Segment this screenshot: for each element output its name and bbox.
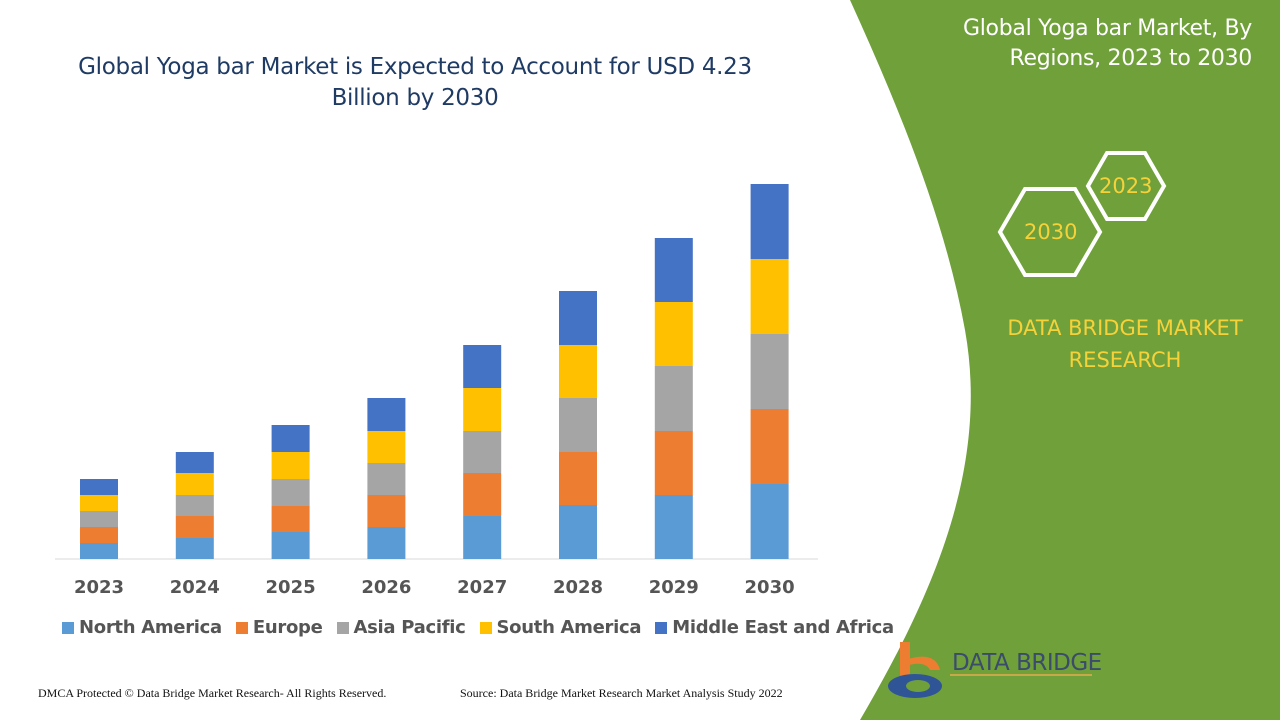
bar-segment-2029-europe xyxy=(654,431,693,495)
bar-segment-2030-south-america xyxy=(750,259,789,334)
bar-segment-2029-south-america xyxy=(654,302,693,366)
bar-segment-2023-asia-pacific xyxy=(80,511,118,527)
legend-item: Middle East and Africa xyxy=(655,617,894,638)
x-tick-2023: 2023 xyxy=(74,577,124,598)
bar-segment-2025-middle-east-and-africa xyxy=(271,425,310,452)
copyright-footer: DMCA Protected © Data Bridge Market Rese… xyxy=(38,686,387,700)
side-panel-title: Global Yoga bar Market, By Regions, 2023… xyxy=(963,16,1252,71)
bar-segment-2024-north-america xyxy=(175,538,214,559)
bar-segment-2027-europe xyxy=(463,473,502,516)
bar-segment-2030-north-america xyxy=(750,484,789,559)
legend-item: South America xyxy=(479,617,642,638)
x-tick-2028: 2028 xyxy=(553,577,603,598)
data-bridge-logo-icon xyxy=(888,642,1092,698)
logo-text: DATA BRIDGE xyxy=(952,650,1102,676)
bar-segment-2028-north-america xyxy=(559,505,597,559)
legend-label: Europe xyxy=(252,617,323,638)
hex-label-2030: 2030 xyxy=(1024,220,1078,244)
hex-label-2023: 2023 xyxy=(1099,174,1153,198)
bar-segment-2028-asia-pacific xyxy=(559,398,597,452)
x-tick-2026: 2026 xyxy=(361,577,411,598)
green-side-panel xyxy=(850,0,1280,720)
x-tick-2025: 2025 xyxy=(266,577,316,598)
x-tick-2024: 2024 xyxy=(170,577,220,598)
legend-item: Asia Pacific xyxy=(336,617,466,638)
hexagon-2030-icon xyxy=(997,187,1103,277)
bar-segment-2026-north-america xyxy=(367,527,406,559)
bar-segment-2030-asia-pacific xyxy=(750,334,789,409)
bar-segment-2026-asia-pacific xyxy=(367,463,406,495)
bar-segment-2029-asia-pacific xyxy=(654,366,693,431)
bar-segment-2025-europe xyxy=(271,506,310,532)
bars-group xyxy=(80,184,789,559)
bar-segment-2023-middle-east-and-africa xyxy=(80,479,118,495)
x-tick-labels: 2023 2024 2025 2026 2027 2028 2029 2030 xyxy=(74,577,795,598)
bar-segment-2028-europe xyxy=(559,452,597,505)
legend-label: North America xyxy=(79,617,222,638)
bar-segment-2026-middle-east-and-africa xyxy=(367,398,406,431)
bar-segment-2024-south-america xyxy=(175,473,214,495)
bar-segment-2028-middle-east-and-africa xyxy=(559,291,597,345)
bar-segment-2024-middle-east-and-africa xyxy=(175,452,214,473)
legend-swatch xyxy=(62,621,74,634)
bar-segment-2027-asia-pacific xyxy=(463,431,502,473)
bar-segment-2027-north-america xyxy=(463,516,502,559)
legend-label: Asia Pacific xyxy=(353,617,466,638)
source-footer: Source: Data Bridge Market Research Mark… xyxy=(460,686,783,700)
bar-segment-2024-asia-pacific xyxy=(175,495,214,516)
bar-segment-2024-europe xyxy=(175,516,214,538)
x-tick-2030: 2030 xyxy=(745,577,795,598)
bar-segment-2023-europe xyxy=(80,527,118,543)
legend-label: South America xyxy=(496,617,642,638)
legend-item: North America xyxy=(62,617,222,638)
bar-segment-2023-north-america xyxy=(80,543,118,559)
bar-segment-2027-south-america xyxy=(463,388,502,431)
bar-segment-2029-middle-east-and-africa xyxy=(654,238,693,302)
legend-swatch xyxy=(235,621,248,634)
bar-segment-2025-north-america xyxy=(271,532,310,559)
x-tick-2027: 2027 xyxy=(457,577,507,598)
legend-label: Middle East and Africa xyxy=(672,617,894,638)
bar-segment-2029-north-america xyxy=(654,495,693,559)
legend-swatch xyxy=(479,621,492,634)
legend-swatch xyxy=(336,621,349,634)
bar-segment-2026-south-america xyxy=(367,431,406,463)
chart-legend: North America Europe Asia Pacific South Ame… xyxy=(62,617,898,638)
x-tick-2029: 2029 xyxy=(649,577,699,598)
bar-segment-2030-europe xyxy=(750,409,789,484)
chart-title: Global Yoga bar Market is Expected to Ac… xyxy=(78,54,752,111)
hexagon-2023-icon xyxy=(1085,151,1167,221)
bar-segment-2026-europe xyxy=(367,495,406,527)
brand-name: DATA BRIDGE MARKET RESEARCH xyxy=(1007,316,1243,372)
bar-segment-2023-south-america xyxy=(80,495,118,511)
bar-segment-2027-middle-east-and-africa xyxy=(463,345,502,388)
bar-segment-2025-south-america xyxy=(271,452,310,479)
bar-segment-2025-asia-pacific xyxy=(271,479,310,506)
legend-swatch xyxy=(655,621,668,634)
bar-segment-2030-middle-east-and-africa xyxy=(750,184,789,259)
legend-item: Europe xyxy=(235,617,323,638)
bar-segment-2028-south-america xyxy=(559,345,597,398)
